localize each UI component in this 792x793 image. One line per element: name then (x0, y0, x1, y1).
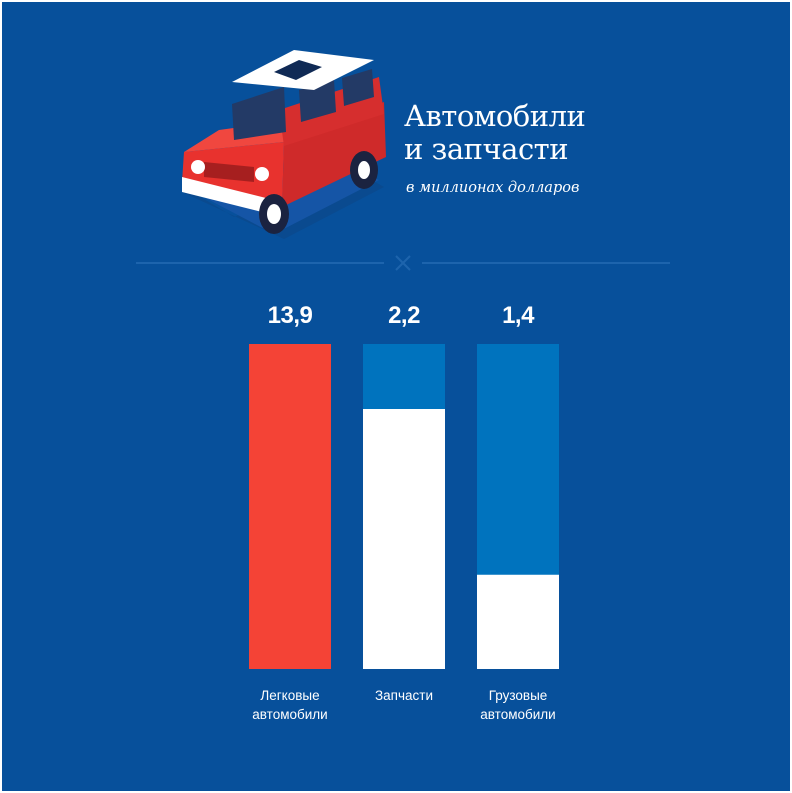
value-label-1: 2,2 (388, 302, 420, 329)
car-icon (182, 50, 386, 239)
chart-title-line-1: Автомобили (404, 99, 586, 133)
category-label-2: Грузовые автомобили (480, 688, 556, 722)
value-label-2: 1,4 (502, 302, 534, 329)
chart-title-line-2: и запчасти (404, 132, 569, 166)
value-label-0: 13,9 (267, 302, 313, 329)
bar-1 (363, 409, 445, 669)
category-label-1: Запчасти (375, 688, 433, 703)
chart-title: Автомобили и запчасти (404, 99, 586, 166)
category-label-0: Легковые автомобили (252, 688, 328, 722)
bar-2 (477, 574, 559, 669)
chart-subtitle: в миллионах долларов (406, 180, 580, 196)
bar-0 (249, 344, 331, 669)
divider-line (136, 255, 670, 271)
